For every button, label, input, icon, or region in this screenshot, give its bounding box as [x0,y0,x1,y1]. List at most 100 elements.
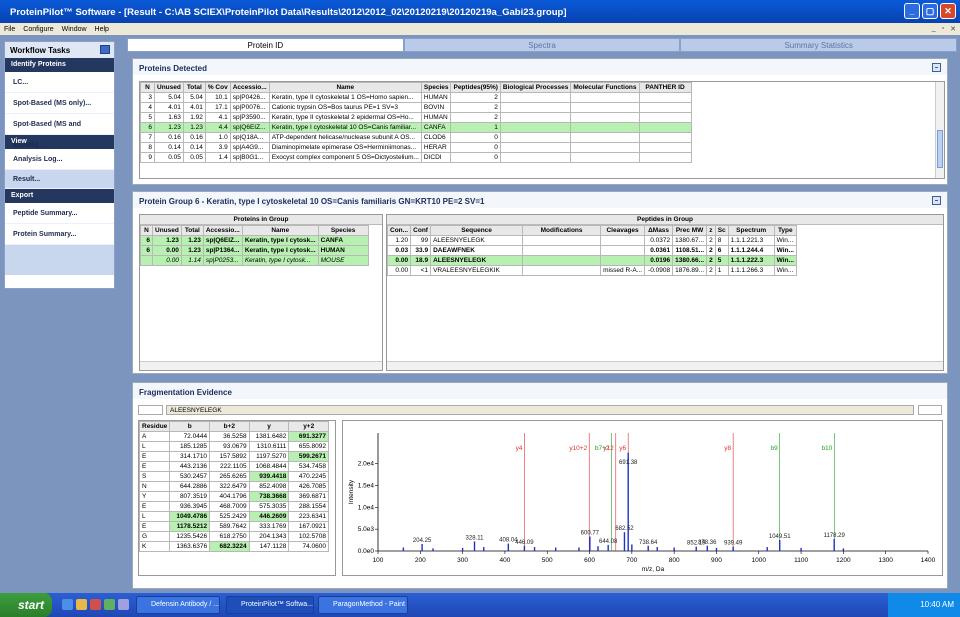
sidebar-item-peptide-summary[interactable]: Peptide Summary... [5,203,114,224]
table-row[interactable]: 1.20 99 ALEESNYELEGK 0.0372 1380.67... 2 8 1.1.… [387,235,797,246]
table-row[interactable]: 9 0.05 0.05 1.4 sp|B0G1... Exocyst complex co… [140,152,692,163]
close-button[interactable]: ✕ [940,3,956,19]
column-header[interactable]: Modifications [522,225,602,236]
column-header[interactable]: % Cov [204,82,231,93]
table-row[interactable]: G 1235.5426 618.2750 204.1343 102.5708 [139,531,329,542]
table-row[interactable]: 0.00 1.14 sp|P0253... Keratin, type I cytos… [140,255,369,266]
table-row[interactable]: E 1178.5212 589.7642 333.1769 167.0921 [139,521,329,532]
tab-spectra[interactable]: Spectra [403,38,681,52]
column-header[interactable]: Residue [139,421,171,432]
mdi-restore-icon[interactable]: ▫ [941,25,945,32]
column-header[interactable]: Prec MW [672,225,708,236]
pin-icon[interactable] [100,45,110,54]
column-header[interactable]: Species [420,82,452,93]
taskbar-item-paint[interactable]: ParagonMethod - Paint [318,596,408,614]
table-row[interactable]: 6 1.23 1.23 sp|Q6EIZ... Keratin, type I cyto… [140,235,369,246]
column-header[interactable]: N [140,82,155,93]
table-row[interactable]: L 185.1285 93.0679 1310.6111 655.8092 [139,441,329,452]
column-header[interactable]: Unused [152,225,182,236]
column-header[interactable]: y [248,421,290,432]
table-row[interactable]: 5 1.63 1.92 4.1 sp|P3590... Keratin, type II … [140,112,692,123]
column-header[interactable]: N [140,225,153,236]
table-row[interactable]: E 314.1710 157.5892 1197.5270 599.2671 [139,451,329,462]
column-header[interactable]: Name [241,225,319,236]
table-row[interactable]: 8 0.14 0.14 3.9 sp|A4G9... Diaminopimelate ep… [140,142,692,153]
proteins-hscroll[interactable] [140,361,382,370]
table-row[interactable]: L 1049.4786 525.2429 446.2609 223.6341 [139,511,329,522]
column-header[interactable]: Species [317,225,369,236]
section-export: Export [5,189,114,203]
maximize-button[interactable]: ▢ [922,3,938,19]
menu-help[interactable]: Help [94,25,109,33]
table-cell: sp|A4G9... [229,142,270,153]
column-header[interactable]: Biological Processes [499,82,572,93]
sidebar-item-spot-ms[interactable]: Spot-Based (MS only)... [5,93,114,114]
table-cell: 0.05 [154,152,184,163]
column-header[interactable]: Accessio... [229,82,270,93]
collapse-icon[interactable] [932,196,941,205]
tab-protein-id[interactable]: Protein ID [127,38,404,52]
proteins-vscroll[interactable] [935,82,944,178]
column-header[interactable]: Unused [154,82,184,93]
column-header[interactable]: PANTHER ID [638,82,692,93]
sidebar-item-analysis-log[interactable]: Analysis Log... [5,149,114,170]
column-header[interactable]: Cleavages [600,225,646,236]
table-row[interactable]: 6 1.23 1.23 4.4 sp|Q6EIZ... Keratin, type I c… [140,122,692,133]
taskbar-item-defensin[interactable]: Defensin Antibody / ... [136,596,220,614]
table-row[interactable]: 0.00 <1 VRALEESNYELEGKIK missed R-A... -0.09… [387,265,797,276]
scroll-thumb[interactable] [937,130,943,168]
column-header[interactable]: y+2 [288,421,329,432]
table-row[interactable]: 0.03 33.9 DAEAWFNEK 0.0361 1108.51... 2 6 1.1.1… [387,245,797,256]
media-icon[interactable] [90,599,101,610]
table-row[interactable]: E 443.2136 222.1105 1068.4844 534.7458 [139,461,329,472]
table-row[interactable]: Y 807.3519 404.1796 738.3668 369.6871 [139,491,329,502]
table-row[interactable]: 0.00 18.9 ALEESNYELEGK 0.0196 1380.66... 2 5 1.… [387,255,797,266]
table-row[interactable]: A 72.0444 36.5258 1381.6482 691.3277 [139,431,329,442]
column-header[interactable]: z [706,225,716,236]
column-header[interactable]: b+2 [209,421,250,432]
mdi-close-icon[interactable]: ✕ [950,26,956,33]
quicklaunch-icon[interactable] [104,599,115,610]
sidebar-item-spot-msms[interactable]: Spot-Based (MS and MS/MS)... [5,114,114,149]
column-header[interactable]: Sequence [430,225,524,236]
column-header[interactable]: ΔMass [644,225,674,236]
table-row[interactable]: K 1363.6376 682.3224 147.1128 74.0600 [139,541,329,552]
column-header[interactable]: Conf [410,225,432,236]
table-row[interactable]: N 644.2886 322.6479 852.4098 426.7085 [139,481,329,492]
sidebar-item-lc[interactable]: LC... [5,72,114,93]
sidebar-item-result[interactable]: Result... [5,170,114,189]
tab-summary-statistics[interactable]: Summary Statistics [680,38,958,52]
show-desktop-icon[interactable] [118,599,129,610]
table-cell: Keratin, type I cytosk... [241,245,319,256]
table-row[interactable]: E 936.3945 468.7009 575.3035 288.1554 [139,501,329,512]
column-header[interactable]: Peptides(95%) [450,82,501,93]
minimize-button[interactable]: _ [904,3,920,19]
peptides-hscroll[interactable] [387,361,943,370]
menu-configure[interactable]: Configure [23,25,54,33]
table-row[interactable]: S 530.2457 265.6265 939.4418 470.2245 [139,471,329,482]
column-header[interactable]: Type [773,225,797,236]
x-tick-label: 800 [669,557,680,564]
sidebar-item-protein-summary[interactable]: Protein Summary... [5,224,114,245]
column-header[interactable]: Accessio... [202,225,243,236]
column-header[interactable]: Total [180,225,204,236]
ie-icon[interactable] [62,599,73,610]
column-header[interactable]: Total [182,82,206,93]
table-row[interactable]: 4 4.01 4.01 17.1 sp|P0076... Cationic trypsin… [140,102,692,113]
column-header[interactable]: Sc [714,225,729,236]
column-header[interactable]: Spectrum [727,225,775,236]
column-header[interactable]: Molecular Functions [570,82,640,93]
mdi-minimize-icon[interactable]: _ [931,25,936,32]
menu-file[interactable]: File [4,25,16,33]
collapse-icon[interactable] [932,63,941,72]
taskbar-item-proteinpilot[interactable]: ProteinPilot™ Softwa... [226,596,314,614]
table-row[interactable]: 3 5.04 5.04 10.1 sp|P0426... Keratin, type II… [140,92,692,103]
table-row[interactable]: 7 0.16 0.16 1.0 sp|Q18A... ATP-dependent heli… [140,132,692,143]
column-header[interactable]: Con... [387,225,412,236]
column-header[interactable]: b [169,421,211,432]
menu-window[interactable]: Window [61,25,87,33]
column-header[interactable]: Name [268,82,422,93]
table-row[interactable]: 6 0.00 1.23 sp|P1364... Keratin, type I cyto… [140,245,369,256]
folder-icon[interactable] [76,599,87,610]
start-button[interactable]: start [0,593,52,617]
